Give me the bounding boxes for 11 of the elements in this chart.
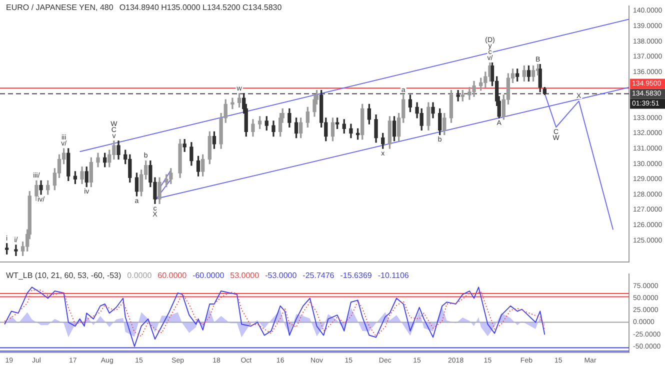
annotation: -15.6369 — [340, 271, 372, 280]
chart-title: EURO / JAPANESE YEN, 480 — [6, 3, 114, 12]
ref-line-label: -53.0000 — [265, 271, 297, 280]
ref-line-label: 60.0000 — [158, 271, 187, 280]
annotation: -25.7476 — [302, 271, 334, 280]
chart-subtitle: O134.8940 H135.0000 L134.5200 C134.5830 — [119, 3, 282, 12]
ref-line-label: -60.0000 — [192, 271, 224, 280]
ref-line-label: 53.0000 — [230, 271, 260, 280]
annotation: -10.1106 — [378, 271, 409, 280]
ref-line-label: 0.0000 — [127, 271, 152, 280]
chart-title: WT_LB (10, 21, 60, 53, -60, -53) — [6, 271, 122, 280]
